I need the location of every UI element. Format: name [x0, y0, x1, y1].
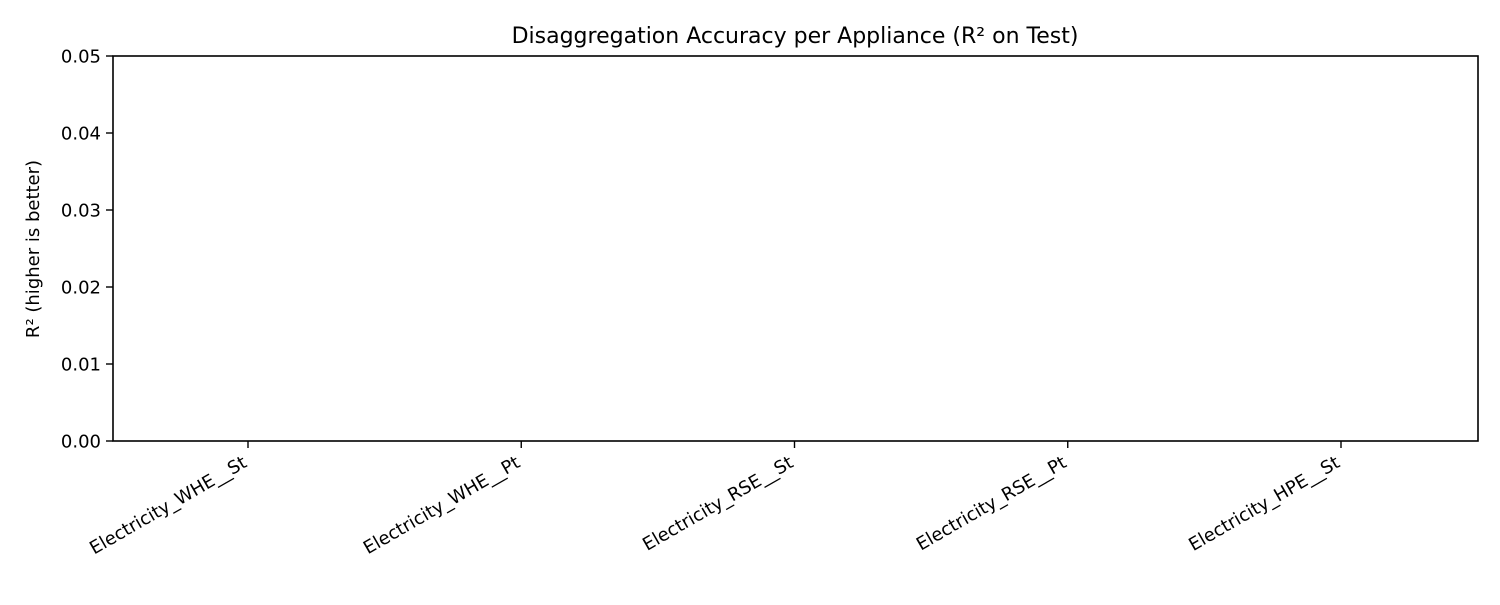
chart-title: Disaggregation Accuracy per Appliance (R…	[512, 24, 1079, 49]
y-tick-label: 0.01	[61, 355, 101, 376]
x-tick-label: Electricity_RSE__Pt	[913, 452, 1070, 555]
y-tick-label: 0.00	[61, 432, 101, 453]
y-tick-label: 0.05	[61, 47, 101, 68]
plot-area-frame	[112, 55, 1479, 442]
x-tick-label: Electricity_WHE__St	[86, 452, 250, 559]
x-tick-label: Electricity_HPE__St	[1185, 452, 1343, 556]
x-tick-label: Electricity_RSE__St	[639, 452, 797, 555]
x-axis: Electricity_WHE__St Electricity_WHE__Pt El…	[86, 441, 1344, 559]
y-tick-label: 0.03	[61, 201, 101, 222]
y-tick-label: 0.04	[61, 124, 101, 145]
y-axis: 0.00 0.01 0.02 0.03 0.04 0.05	[61, 47, 113, 453]
x-tick-label: Electricity_WHE__Pt	[360, 452, 524, 559]
y-axis-label: R² (higher is better)	[23, 160, 44, 338]
y-tick-label: 0.02	[61, 278, 101, 299]
